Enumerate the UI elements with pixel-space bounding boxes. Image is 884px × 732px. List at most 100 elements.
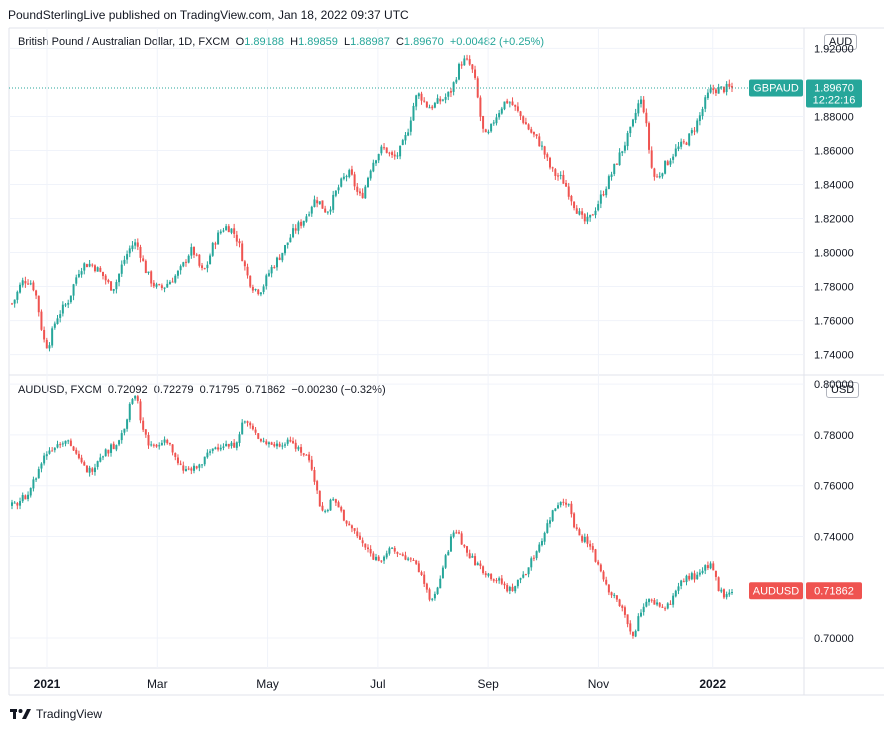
top-open-label: O	[235, 36, 245, 48]
top-candles[interactable]	[11, 54, 733, 352]
candle-body	[551, 167, 554, 169]
x-tick-label: Mar	[147, 677, 168, 691]
candle-body	[666, 161, 669, 166]
candle-body	[693, 130, 696, 132]
candle-body	[29, 283, 32, 285]
candle-body	[439, 578, 442, 589]
candle-body	[193, 246, 196, 255]
candle-body	[286, 439, 289, 444]
candle-body	[490, 574, 493, 580]
candle-body	[482, 116, 485, 129]
candle-body	[519, 578, 522, 580]
tradingview-brand[interactable]: TradingView	[10, 707, 102, 721]
candle-body	[650, 150, 653, 168]
candle-body	[436, 98, 439, 104]
candle-body	[91, 264, 94, 266]
brand-name: TradingView	[36, 707, 103, 721]
candle-body	[610, 174, 613, 177]
top-grid	[9, 47, 804, 356]
candle-body	[401, 140, 404, 145]
candle-body	[487, 131, 490, 134]
candle-body	[653, 168, 656, 177]
candle-body	[586, 536, 589, 544]
candle-body	[540, 541, 543, 546]
candle-body	[503, 101, 506, 110]
candle-body	[728, 592, 731, 595]
candle-body	[516, 579, 519, 587]
y-tick-label: 1.74000	[814, 350, 854, 362]
top-unit-badge[interactable]: AUD	[824, 34, 858, 50]
candle-body	[273, 444, 276, 447]
candle-body	[474, 556, 477, 566]
candle-body	[714, 89, 717, 94]
candle-body	[21, 495, 24, 502]
bottom-unit-badge[interactable]: USD	[826, 382, 860, 398]
candle-body	[524, 122, 527, 125]
candle-body	[45, 454, 48, 457]
candle-body	[377, 556, 380, 561]
candle-body	[104, 449, 107, 457]
candle-body	[407, 558, 410, 560]
candle-body	[110, 281, 113, 291]
candle-body	[209, 255, 212, 265]
candle-body	[656, 176, 659, 178]
candle-body	[680, 580, 683, 586]
candle-body	[134, 395, 137, 399]
bottom-legend: AUDUSD, FXCM 0.72092 0.72279 0.71795 0.7…	[18, 384, 386, 396]
candle-body	[468, 59, 471, 65]
candle-body	[174, 275, 177, 283]
candle-body	[428, 589, 431, 600]
candle-body	[722, 86, 725, 93]
candle-body	[361, 540, 364, 544]
top-price-tag-symbol-bg	[749, 79, 803, 97]
candle-body	[404, 555, 407, 560]
bottom-candles[interactable]	[11, 394, 733, 639]
candle-body	[669, 603, 672, 605]
candle-body	[136, 396, 139, 401]
candle-body	[490, 123, 493, 132]
candle-body	[559, 502, 562, 506]
candle-body	[383, 556, 386, 561]
candle-body	[27, 494, 30, 500]
candle-body	[385, 553, 388, 558]
candle-body	[238, 241, 241, 244]
candle-body	[126, 419, 129, 429]
candle-body	[193, 465, 196, 471]
candle-body	[32, 479, 35, 489]
candle-body	[615, 163, 618, 165]
candle-body	[449, 536, 452, 552]
candle-body	[353, 174, 356, 187]
candle-body	[284, 245, 287, 254]
candle-body	[64, 304, 67, 306]
candle-body	[332, 194, 335, 210]
y-tick-label: 0.74000	[814, 531, 854, 543]
candle-body	[257, 433, 260, 439]
candle-body	[80, 457, 83, 463]
candle-body	[310, 206, 313, 214]
candle-body	[383, 147, 386, 149]
candle-body	[203, 268, 206, 270]
candle-body	[289, 237, 292, 243]
candle-body	[184, 469, 187, 472]
candle-body	[61, 304, 64, 314]
candle-body	[514, 104, 517, 107]
candle-body	[43, 329, 46, 340]
candle-body	[99, 267, 102, 272]
candle-body	[270, 442, 273, 445]
candle-body	[417, 93, 420, 97]
candle-body	[375, 556, 378, 561]
candle-body	[361, 192, 364, 199]
candle-body	[543, 146, 546, 155]
candle-body	[607, 584, 610, 593]
candle-body	[661, 606, 664, 608]
candle-body	[527, 567, 530, 575]
candle-body	[506, 585, 509, 592]
candle-body	[233, 228, 236, 234]
candle-body	[599, 194, 602, 204]
candle-body	[176, 270, 179, 276]
candle-body	[51, 328, 54, 346]
candle-body	[155, 444, 158, 447]
candle-body	[562, 174, 565, 184]
candle-body	[275, 257, 278, 268]
